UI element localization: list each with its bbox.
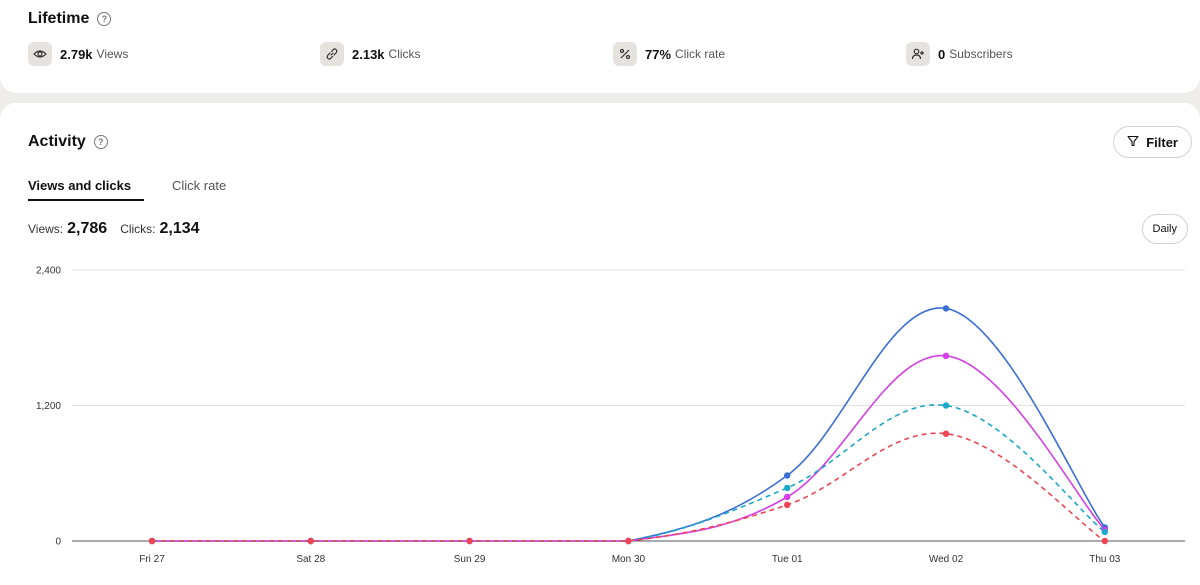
y-tick-label: 0 — [55, 537, 61, 548]
x-tick-label: Sun 29 — [454, 554, 486, 565]
data-point-3-2 — [466, 537, 473, 545]
data-point-3-1 — [307, 537, 314, 545]
subscribers-value: 0 — [938, 46, 946, 62]
interval-select[interactable]: Daily — [1141, 214, 1188, 244]
views-label: Views — [96, 47, 129, 61]
data-point-3-0 — [148, 537, 156, 545]
filter-label: Filter — [1146, 134, 1178, 150]
y-tick-label: 2,400 — [36, 266, 61, 277]
x-tick-label: Tue 01 — [772, 554, 803, 565]
lifetime-title: Lifetime ? — [28, 10, 112, 28]
data-point-2-5 — [942, 402, 950, 409]
percent-icon — [613, 42, 637, 66]
y-tick-label: 1,200 — [36, 401, 61, 412]
views-value: 2.79k — [60, 46, 93, 62]
data-point-0-4 — [784, 472, 791, 479]
activity-title: Activity ? — [28, 133, 108, 151]
active-tab-indicator — [28, 199, 144, 201]
x-tick-label: Wed 02 — [929, 554, 964, 565]
activity-card: Activity ? Filter Views and clicks Click… — [0, 103, 1200, 585]
add-user-icon — [906, 42, 930, 66]
series-line-1 — [151, 354, 1106, 542]
data-point-3-4 — [784, 501, 791, 509]
click-rate-label: Click rate — [675, 47, 726, 61]
clicks-total-value: 2,134 — [159, 220, 200, 237]
stat-views: 2.79k Views — [28, 42, 128, 66]
subscribers-label: Subscribers — [949, 47, 1013, 61]
data-point-2-4 — [784, 484, 791, 492]
tab-click-rate[interactable]: Click rate — [172, 178, 227, 193]
data-point-3-3 — [625, 537, 632, 545]
activity-chart: 0 1,200 2,400 Fri 27 Sat 28 Sun 29 Mon 30 Tue 0… — [36, 266, 1185, 565]
series-line-3 — [151, 432, 1106, 542]
clicks-value: 2.13k — [352, 46, 385, 62]
filter-button[interactable]: Filter — [1113, 126, 1192, 158]
views-total-label: Views: — [28, 222, 64, 236]
clicks-label: Clicks — [388, 47, 421, 61]
tab-views-and-clicks[interactable]: Views and clicks — [28, 178, 132, 193]
stat-clicks: 2.13k Clicks — [320, 42, 421, 66]
data-point-1-4 — [784, 493, 791, 501]
series-line-0 — [151, 307, 1106, 542]
data-point-3-5 — [942, 430, 950, 437]
data-point-2-6 — [1101, 528, 1109, 536]
activity-title-text: Activity — [28, 133, 86, 150]
clicks-total-label: Clicks: — [120, 222, 156, 236]
help-icon[interactable]: ? — [93, 135, 108, 149]
x-tick-label: Mon 30 — [612, 554, 646, 565]
data-point-0-5 — [942, 305, 950, 312]
lifetime-title-text: Lifetime — [28, 10, 90, 27]
stat-click-rate: 77% Click rate — [613, 42, 725, 66]
lifetime-card: Lifetime ? 2.79k Views 2.13k Clicks 77% … — [0, 0, 1200, 93]
x-tick-label: Thu 03 — [1089, 554, 1121, 565]
totals-summary: Views: 2,786 Clicks: 2,134 — [28, 220, 213, 238]
click-rate-value: 77% — [645, 46, 672, 62]
eye-icon — [28, 42, 52, 66]
help-icon[interactable]: ? — [97, 12, 112, 26]
link-icon — [320, 42, 344, 66]
stat-subscribers: 0 Subscribers — [906, 42, 1013, 66]
series-line-2 — [151, 404, 1106, 542]
x-tick-label: Fri 27 — [139, 554, 165, 565]
filter-icon — [1127, 135, 1139, 150]
data-point-1-5 — [942, 352, 950, 360]
views-total-value: 2,786 — [67, 220, 108, 237]
data-point-3-6 — [1101, 537, 1109, 545]
x-tick-label: Sat 28 — [296, 554, 325, 565]
